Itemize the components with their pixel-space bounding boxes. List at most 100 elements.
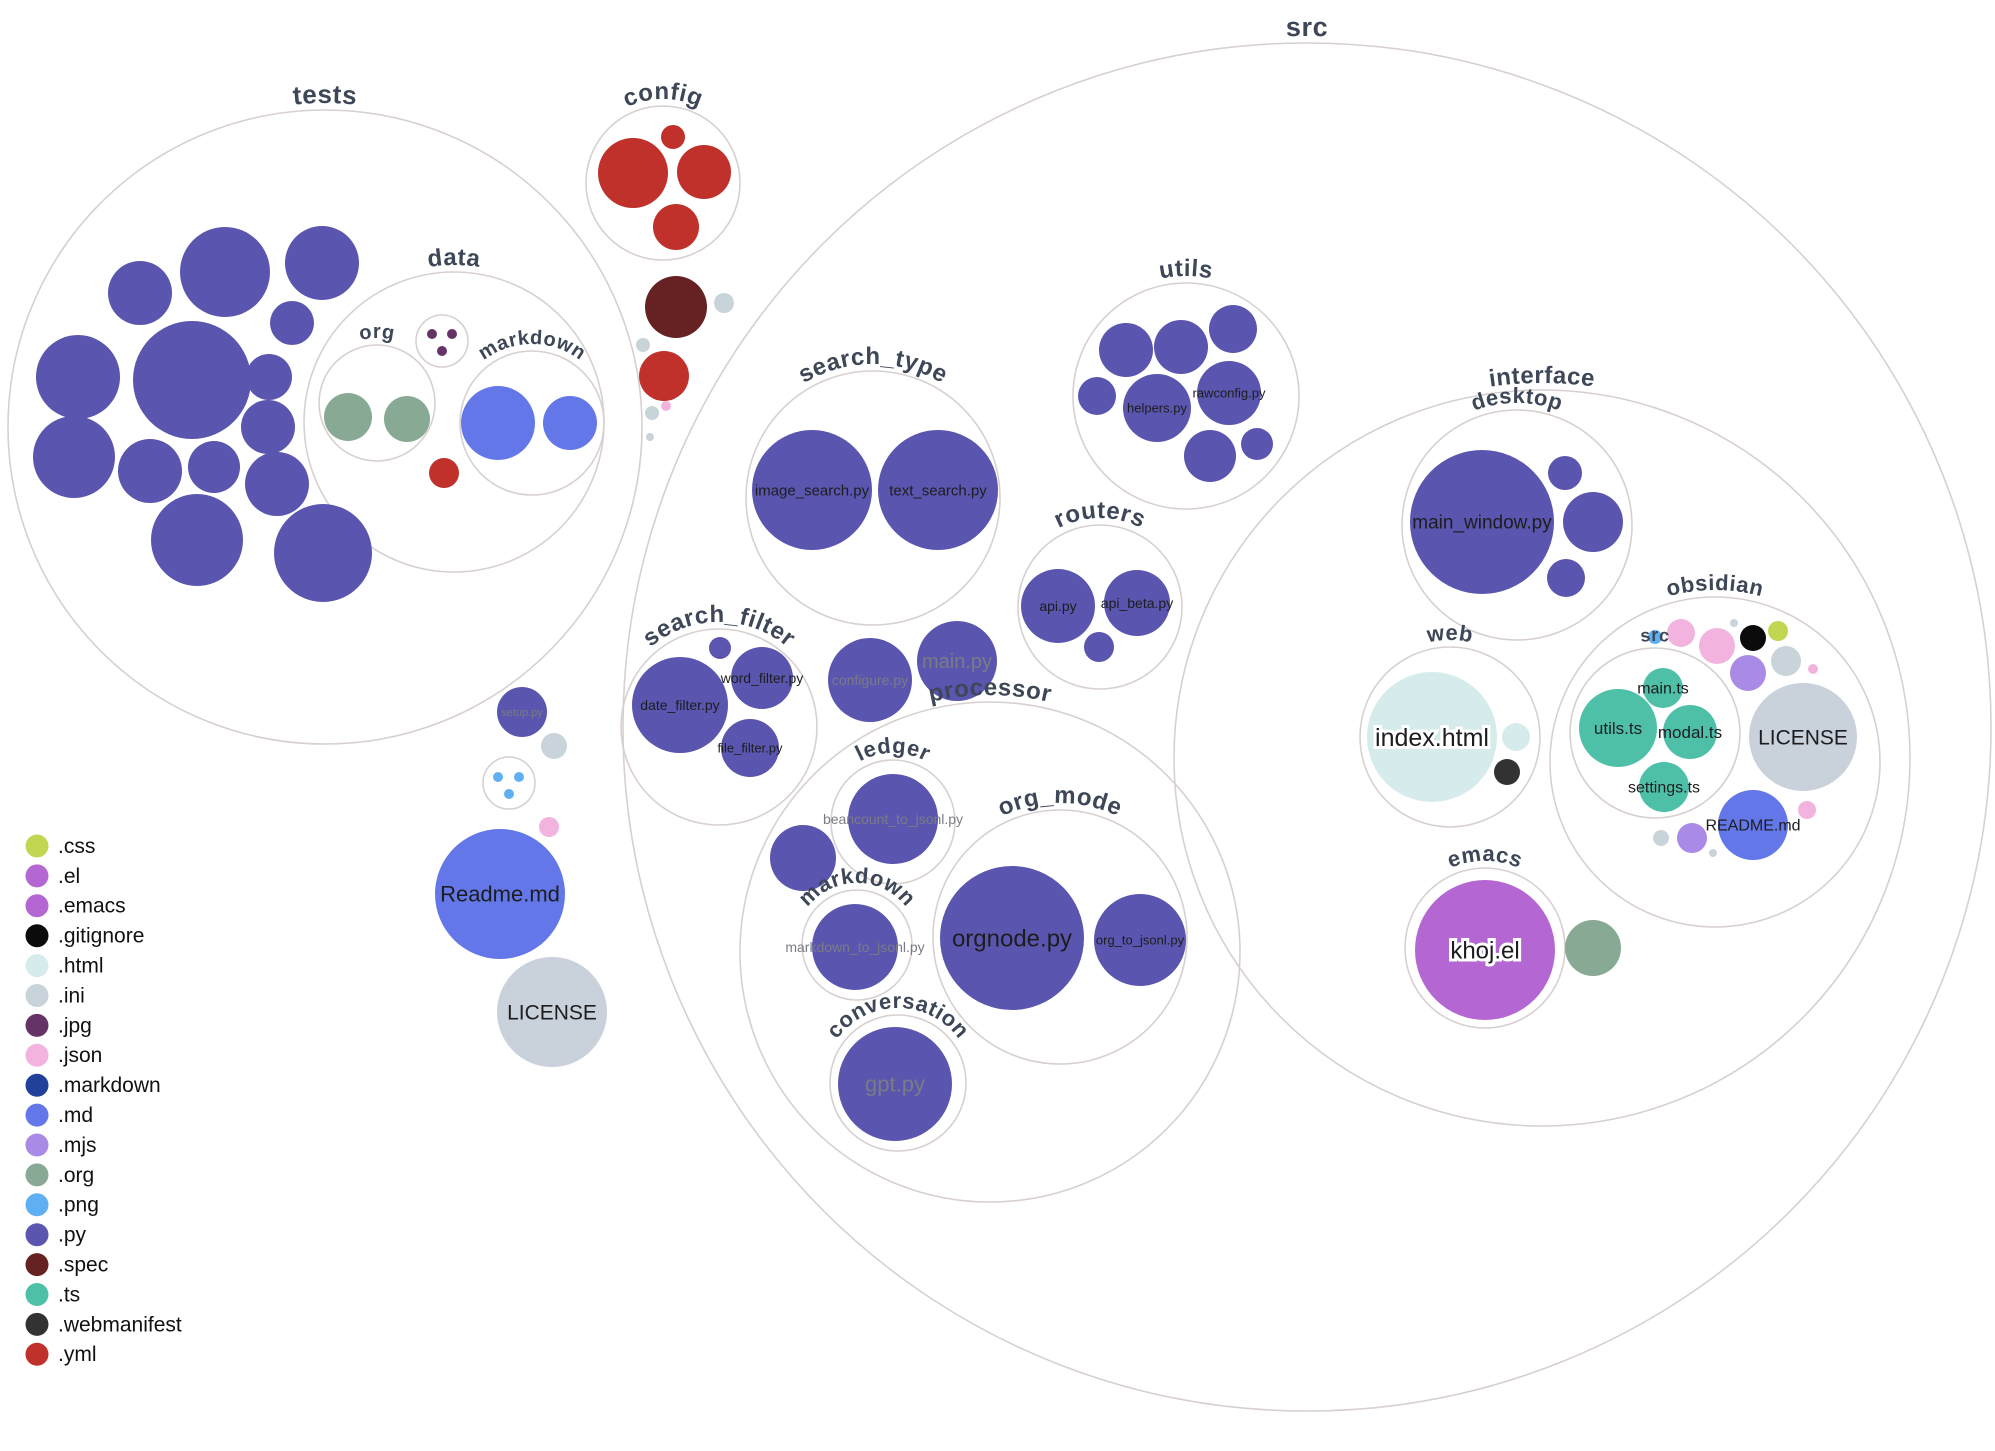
- dir-circle-interface: [1173, 389, 1911, 1127]
- dir-circle-routers: [1017, 524, 1183, 690]
- yml-legend-swatch: [25, 1342, 49, 1366]
- file-circle-png-file: [514, 772, 524, 782]
- file-circle-main-py: [917, 621, 997, 701]
- file-circles: [33, 125, 1857, 1141]
- legend-item--gitignore: .gitignore: [25, 924, 144, 948]
- legend-item--ini: .ini: [25, 984, 85, 1007]
- file-circle-setup-py: [497, 687, 547, 737]
- file-label-file-filter-py: file_filter.py: [717, 741, 783, 756]
- file-label-markdown-to-jsonl-py: markdown_to_jsonl.py: [785, 939, 924, 955]
- legend-label--ts: .ts: [58, 1283, 80, 1306]
- dir-circle-src: [622, 42, 1992, 1412]
- file-circle-png-file: [504, 789, 514, 799]
- file-circle-configure-py: [828, 638, 912, 722]
- legend-label--jpg: .jpg: [58, 1014, 92, 1037]
- dir-circle-org: [318, 344, 436, 462]
- file-circle-jpg-file: [447, 329, 457, 339]
- file-circle-py-file: [1241, 428, 1273, 460]
- file-circle-text-search-py: [878, 430, 998, 550]
- gitignore-legend-swatch: [25, 924, 49, 948]
- json-legend-swatch: [25, 1043, 49, 1067]
- file-circle-index-html: [1367, 672, 1497, 802]
- file-circle-py-file: [1563, 492, 1623, 552]
- dir-label-org: org: [358, 321, 397, 345]
- legend-label--spec: .spec: [58, 1254, 108, 1277]
- file-label-beancount-to-jsonl-py: beancount_to_jsonl.py: [823, 811, 963, 827]
- legend: .css .el .emacs .gitignore .html .ini .jpg .jso…: [25, 834, 182, 1366]
- file-circle-ini-file: [636, 338, 650, 352]
- file-circle-jpg-file: [427, 329, 437, 339]
- file-label-orgnode-py: orgnode.py: [952, 925, 1072, 952]
- file-circle-yml-file: [429, 458, 459, 488]
- dir-label-utils: utils: [1157, 255, 1215, 285]
- file-circle-ini-file: [714, 293, 734, 313]
- legend-label--py: .py: [58, 1224, 87, 1247]
- file-circle-gpt-py: [838, 1027, 952, 1141]
- file-circle-modal-ts: [1663, 705, 1717, 759]
- file-circle-image-search-py: [752, 430, 872, 550]
- dir-circle-processor: [739, 701, 1241, 1203]
- dir-circle-folder: [482, 756, 536, 810]
- file-circle-md-file: [543, 396, 597, 450]
- dir-label-routers: routers: [1050, 497, 1150, 534]
- file-circle-beancount-to-jsonl-py: [848, 774, 938, 864]
- dir-circle-config: [585, 105, 741, 261]
- file-circle-utils-ts: [1579, 689, 1657, 767]
- file-label-api-py: api.py: [1039, 598, 1076, 614]
- file-circle-yml-file: [677, 145, 731, 199]
- file-circle-ini-file: [1771, 646, 1801, 676]
- file-circle-py-file: [1154, 320, 1208, 374]
- file-label-rawconfig-py: rawconfig.py: [1193, 386, 1266, 401]
- dir-circle-ledger: [830, 759, 956, 885]
- legend-item--jpg: .jpg: [25, 1013, 92, 1037]
- dir-label-interface: interface: [1487, 362, 1596, 393]
- dir-label-src: src: [1639, 625, 1670, 646]
- emacs-legend-swatch: [25, 894, 49, 918]
- png-legend-swatch: [25, 1193, 49, 1217]
- file-circle-word-filter-py: [731, 647, 793, 709]
- file-label-text-search-py: text_search.py: [889, 482, 987, 499]
- file-label-word-filter-py: word_filter.py: [720, 670, 803, 686]
- file-circle-ini-file: [1730, 619, 1738, 627]
- file-circle-org-file: [324, 393, 372, 441]
- file-circle-yml-file: [598, 138, 668, 208]
- file-circle-ini-file: [1709, 849, 1717, 857]
- file-label-configure-py: configure.py: [832, 672, 908, 688]
- css-legend-swatch: [25, 834, 49, 858]
- file-circle-orgnode-py: [940, 866, 1084, 1010]
- file-label-gpt-py: gpt.py: [865, 1072, 925, 1097]
- dir-circle-search-type: [745, 370, 1001, 626]
- file-circle-py-file: [241, 400, 295, 454]
- legend-label--webmanifest: .webmanifest: [58, 1313, 182, 1336]
- spec-legend-swatch: [25, 1253, 49, 1277]
- file-circle-markdown-to-jsonl-py: [812, 904, 898, 990]
- legend-label--md: .md: [58, 1104, 93, 1127]
- legend-item--markdown: .markdown: [25, 1073, 161, 1097]
- legend-item--css: .css: [25, 834, 95, 858]
- file-circle-json-file: [661, 401, 671, 411]
- legend-label--markdown: .markdown: [58, 1074, 161, 1097]
- dir-label-config: config: [619, 78, 707, 113]
- file-circle-helpers-py: [1123, 374, 1191, 442]
- file-circle-css-file: [1768, 621, 1788, 641]
- dir-label-org-mode: org_mode: [994, 782, 1126, 822]
- file-label-index-html: index.html: [1375, 724, 1489, 752]
- file-circle-jpg-file: [437, 346, 447, 356]
- legend-label--yml: .yml: [58, 1343, 97, 1366]
- file-circle-license: [497, 957, 607, 1067]
- file-circle-png-file: [493, 772, 503, 782]
- file-circle-json-file: [539, 817, 559, 837]
- file-circle-yml-file: [661, 125, 685, 149]
- file-circle-main-ts: [1643, 668, 1683, 708]
- dir-circle-web: [1359, 646, 1541, 828]
- file-circle-main-window-py: [1410, 450, 1554, 594]
- file-circle-file-filter-py: [721, 719, 779, 777]
- file-circle-ini-file: [541, 733, 567, 759]
- file-circle-html-file: [1502, 723, 1530, 751]
- file-circle-py-file: [1547, 559, 1585, 597]
- file-labels: setup.py Readme.md LICENSE main.py configure…: [440, 386, 1848, 1097]
- legend-item--webmanifest: .webmanifest: [25, 1312, 182, 1336]
- file-label-main-ts: main.ts: [1637, 681, 1689, 698]
- file-circle-py-file: [245, 452, 309, 516]
